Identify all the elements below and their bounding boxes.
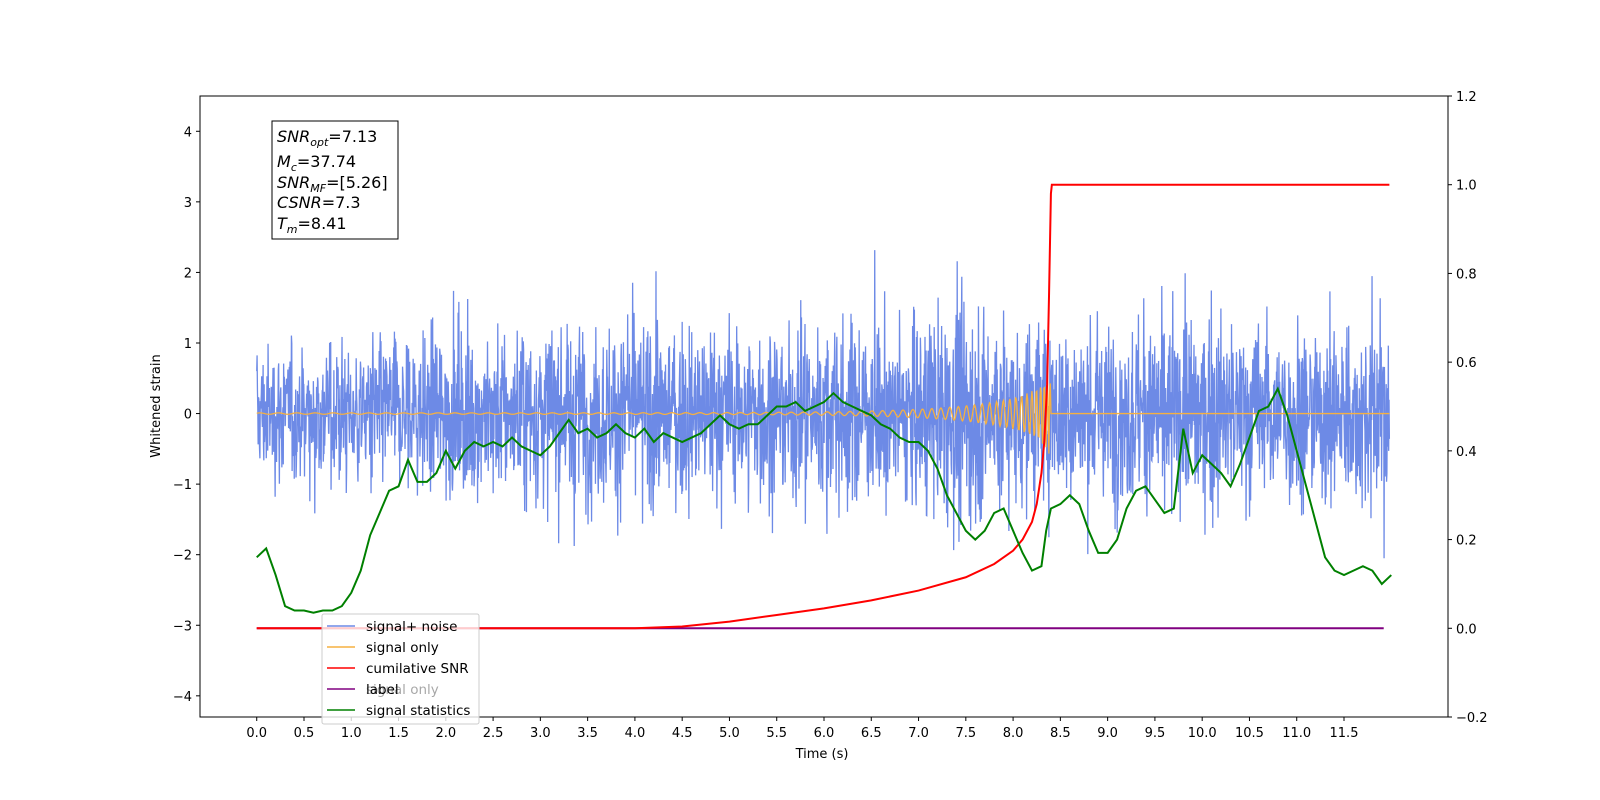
- x-tick-label: 9.5: [1145, 726, 1166, 741]
- plot-area: [256, 183, 1392, 630]
- info-tm: Tm=8.41: [277, 214, 347, 236]
- x-tick-label: 6.5: [861, 726, 882, 741]
- y-tick-label: 3: [184, 196, 192, 211]
- x-tick-label: 1.0: [341, 726, 362, 741]
- series-signal-only-line: [256, 376, 1390, 454]
- series-signal-noise-line: [256, 250, 1391, 559]
- x-tick-label: 7.5: [955, 726, 976, 741]
- series-signal-statistics-line: [256, 386, 1392, 614]
- info-box: SNRopt=7.13 Mc=37.74 SNRMF=[5.26] CSNR=7…: [271, 120, 399, 240]
- info-csnr: CSNR=7.3: [277, 193, 361, 212]
- y2-tick-label: 0.4: [1456, 445, 1477, 460]
- y2-tick-label: 1.0: [1456, 179, 1477, 194]
- y2-tick-label: −0.2: [1456, 711, 1488, 726]
- x-tick-label: 8.0: [1003, 726, 1024, 741]
- x-tick-label: 3.5: [577, 726, 598, 741]
- legend-hidden-text: signal only: [366, 682, 439, 698]
- x-tick-label: 10.5: [1235, 726, 1264, 741]
- y-tick-label: −2: [173, 549, 192, 564]
- x-tick-label: 10.0: [1188, 726, 1217, 741]
- y-tick-label: −3: [173, 619, 192, 634]
- y-tick-label: −4: [173, 690, 192, 705]
- info-snr-opt: SNRopt=7.13: [277, 127, 377, 149]
- x-tick-label: 7.0: [908, 726, 929, 741]
- x-tick-label: 5.0: [719, 726, 740, 741]
- y2-axis-ticks: 1.2 1.0 0.8 0.6 0.4 0.2 0.0 −0.2: [1448, 90, 1488, 726]
- legend-label-cumulative-snr: cumilative SNR: [366, 661, 469, 677]
- legend-label-signal-only: signal only: [366, 640, 439, 656]
- y2-tick-label: 0.6: [1456, 356, 1477, 371]
- y-axis-ticks: 4 3 2 1 0 −1 −2 −3 −4: [173, 125, 200, 705]
- legend: signal only signal+ noise signal only cu…: [321, 613, 480, 725]
- y2-tick-label: 0.0: [1456, 622, 1477, 637]
- y2-tick-label: 0.8: [1456, 267, 1477, 282]
- y-tick-label: 2: [184, 266, 192, 281]
- y-tick-label: 0: [184, 408, 192, 423]
- x-tick-label: 3.0: [530, 726, 551, 741]
- x-tick-label: 0.5: [294, 726, 315, 741]
- y-tick-label: −1: [173, 478, 192, 493]
- series-cumulative-snr-line: [256, 183, 1390, 630]
- x-tick-label: 9.0: [1097, 726, 1118, 741]
- y-tick-label: 1: [184, 337, 192, 352]
- x-tick-label: 11.5: [1330, 726, 1359, 741]
- x-tick-label: 4.5: [672, 726, 693, 741]
- x-tick-label: 4.0: [625, 726, 646, 741]
- legend-label-label: label: [366, 682, 399, 698]
- x-tick-label: 8.5: [1050, 726, 1071, 741]
- x-axis-label: Time (s): [795, 747, 849, 762]
- legend-label-signal-noise: signal+ noise: [366, 619, 457, 635]
- x-tick-label: 11.0: [1282, 726, 1311, 741]
- x-tick-label: 6.0: [814, 726, 835, 741]
- x-axis-ticks: 0.0 0.5 1.0 1.5 2.0 2.5 3.0 3.5 4.0 4.5 5.0 5.5 6.0 6…: [246, 717, 1358, 741]
- x-tick-label: 1.5: [388, 726, 409, 741]
- legend-label-signal-statistics: signal statistics: [366, 703, 470, 719]
- y-axis-label: Whitened strain: [149, 354, 164, 457]
- info-snr-mf: SNRMF=[5.26]: [277, 173, 388, 195]
- x-tick-label: 2.0: [435, 726, 456, 741]
- x-tick-label: 5.5: [766, 726, 787, 741]
- x-tick-label: 2.5: [483, 726, 504, 741]
- y2-tick-label: 0.2: [1456, 534, 1477, 549]
- y-tick-label: 4: [184, 125, 192, 140]
- y2-tick-label: 1.2: [1456, 90, 1477, 105]
- x-tick-label: 0.0: [246, 726, 267, 741]
- info-mc: Mc=37.74: [277, 152, 356, 174]
